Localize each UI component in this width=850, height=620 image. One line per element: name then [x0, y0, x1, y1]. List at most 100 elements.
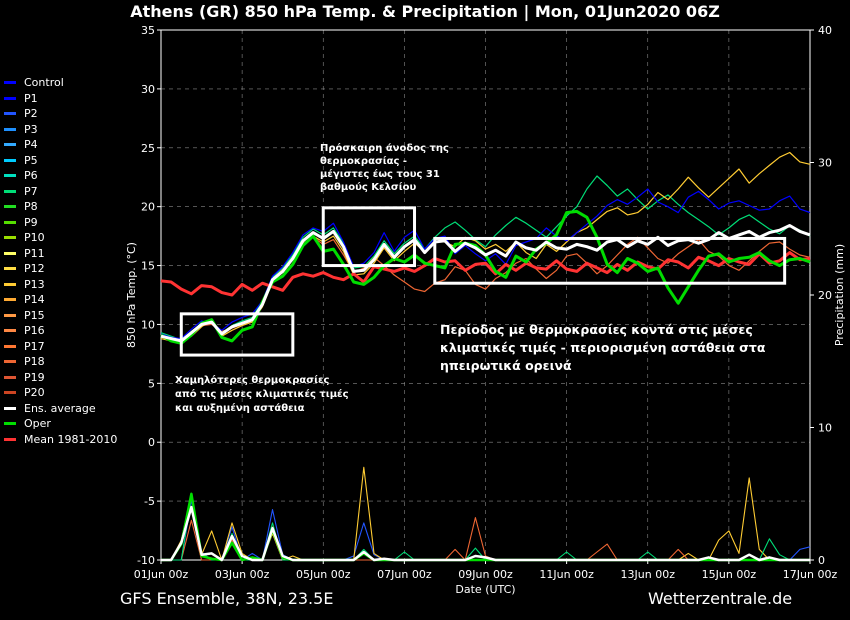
legend-item: P8 [4, 199, 117, 215]
y2-tick-label: 10 [818, 422, 832, 435]
legend-item: P2 [4, 106, 117, 122]
highlight-box-rise [321, 206, 417, 268]
legend-item: Control [4, 75, 117, 91]
y-tick-label: 30 [141, 83, 155, 96]
legend-label: P4 [24, 138, 38, 151]
y2-tick-label: 20 [818, 289, 832, 302]
legend-label: Mean 1981-2010 [24, 432, 118, 446]
legend-item: P1 [4, 91, 117, 107]
legend-item: P11 [4, 246, 117, 262]
legend-swatch [4, 220, 16, 224]
y-tick-label: 25 [141, 142, 155, 155]
annotation-normal: Περίοδος με θερμοκρασίες κοντά στις μέσε… [440, 322, 766, 373]
legend-label: Ens. average [24, 401, 96, 415]
legend-swatch [4, 437, 16, 441]
x-tick-label: 13Jun 00z [621, 568, 676, 581]
legend-label: P8 [24, 200, 38, 213]
x-tick-label: 05Jun 00z [296, 568, 351, 581]
legend-label: Oper [24, 417, 51, 430]
legend-label: P13 [24, 277, 45, 291]
legend-label: P5 [24, 153, 38, 167]
x-tick-label: 03Jun 00z [215, 568, 270, 581]
footer-model: GFS Ensemble, 38N, 23.5E [120, 589, 334, 608]
precip-line-p_avg [161, 505, 810, 562]
x-tick-label: 09Jun 00z [458, 568, 513, 581]
legend-item: P17 [4, 339, 117, 355]
legend-swatch [4, 267, 16, 271]
y-tick-label: 15 [141, 260, 155, 273]
y-tick-label: 10 [141, 318, 155, 331]
legend-item: P12 [4, 261, 117, 277]
legend-label: P11 [24, 246, 45, 260]
legend-label: P17 [24, 339, 45, 353]
legend-label: P2 [24, 107, 38, 120]
legend-label: P1 [24, 91, 38, 105]
y-tick-label: 5 [148, 377, 155, 390]
legend-swatch [4, 344, 16, 348]
legend-swatch [4, 143, 16, 147]
legend-label: P3 [24, 122, 38, 136]
legend-label: P19 [24, 370, 45, 384]
footer-source: Wetterzentrale.de [648, 589, 793, 608]
legend-item: P19 [4, 370, 117, 386]
legend-swatch [4, 81, 16, 85]
legend-swatch [4, 360, 16, 364]
legend-swatch [4, 406, 16, 410]
legend-swatch [4, 112, 16, 116]
legend-label: P6 [24, 169, 38, 182]
x-tick-label: 01Jun 00z [134, 568, 189, 581]
y2-tick-label: 30 [818, 157, 832, 170]
legend-label: P16 [24, 324, 45, 337]
legend-swatch [4, 298, 16, 302]
legend-item: P20 [4, 385, 117, 401]
legend-item: P9 [4, 215, 117, 231]
legend-swatch [4, 189, 16, 193]
annotation-cold: Χαμηλότερες θερμοκρασίες από τις μέσες κ… [175, 375, 349, 414]
legend-label: P15 [24, 308, 45, 322]
legend-item: P18 [4, 354, 117, 370]
y-tick-label: -10 [137, 554, 155, 567]
legend-swatch [4, 329, 16, 333]
legend-label: P12 [24, 262, 45, 275]
legend-swatch [4, 174, 16, 178]
y-tick-label: 35 [141, 24, 155, 37]
legend-item: P4 [4, 137, 117, 153]
x-tick-label: 07Jun 00z [377, 568, 432, 581]
x-tick-label: 15Jun 00z [702, 568, 757, 581]
legend-label: P7 [24, 184, 38, 198]
legend-label: P20 [24, 386, 45, 399]
legend-swatch [4, 422, 16, 426]
legend-item: Ens. average [4, 401, 117, 417]
x-axis-label: Date (UTC) [455, 583, 515, 596]
y-tick-label: 20 [141, 201, 155, 214]
legend-swatch [4, 158, 16, 162]
legend-item: P16 [4, 323, 117, 339]
legend-item: P6 [4, 168, 117, 184]
legend-item: Mean 1981-2010 [4, 432, 117, 448]
legend-item: P7 [4, 184, 117, 200]
y2-tick-label: 40 [818, 24, 832, 37]
x-tick-label: 17Jun 00z [783, 568, 838, 581]
legend-swatch [4, 391, 16, 395]
legend-label: P9 [24, 215, 38, 229]
x-tick-label: 11Jun 00z [539, 568, 594, 581]
highlight-box-normal [433, 236, 787, 285]
legend-label: Control [24, 76, 64, 89]
legend-item: P5 [4, 153, 117, 169]
legend-swatch [4, 96, 16, 100]
y-tick-label: -5 [144, 495, 155, 508]
legend-swatch [4, 236, 16, 240]
legend-swatch [4, 205, 16, 209]
legend-swatch [4, 375, 16, 379]
legend-label: P10 [24, 231, 45, 244]
y2-tick-label: 0 [818, 554, 825, 567]
legend-label: P14 [24, 293, 45, 306]
legend-item: P15 [4, 308, 117, 324]
legend-item: P10 [4, 230, 117, 246]
legend-item: Oper [4, 416, 117, 432]
highlight-box-cold [179, 312, 295, 357]
legend-swatch [4, 251, 16, 255]
y-tick-label: 0 [148, 436, 155, 449]
legend-label: P18 [24, 355, 45, 368]
